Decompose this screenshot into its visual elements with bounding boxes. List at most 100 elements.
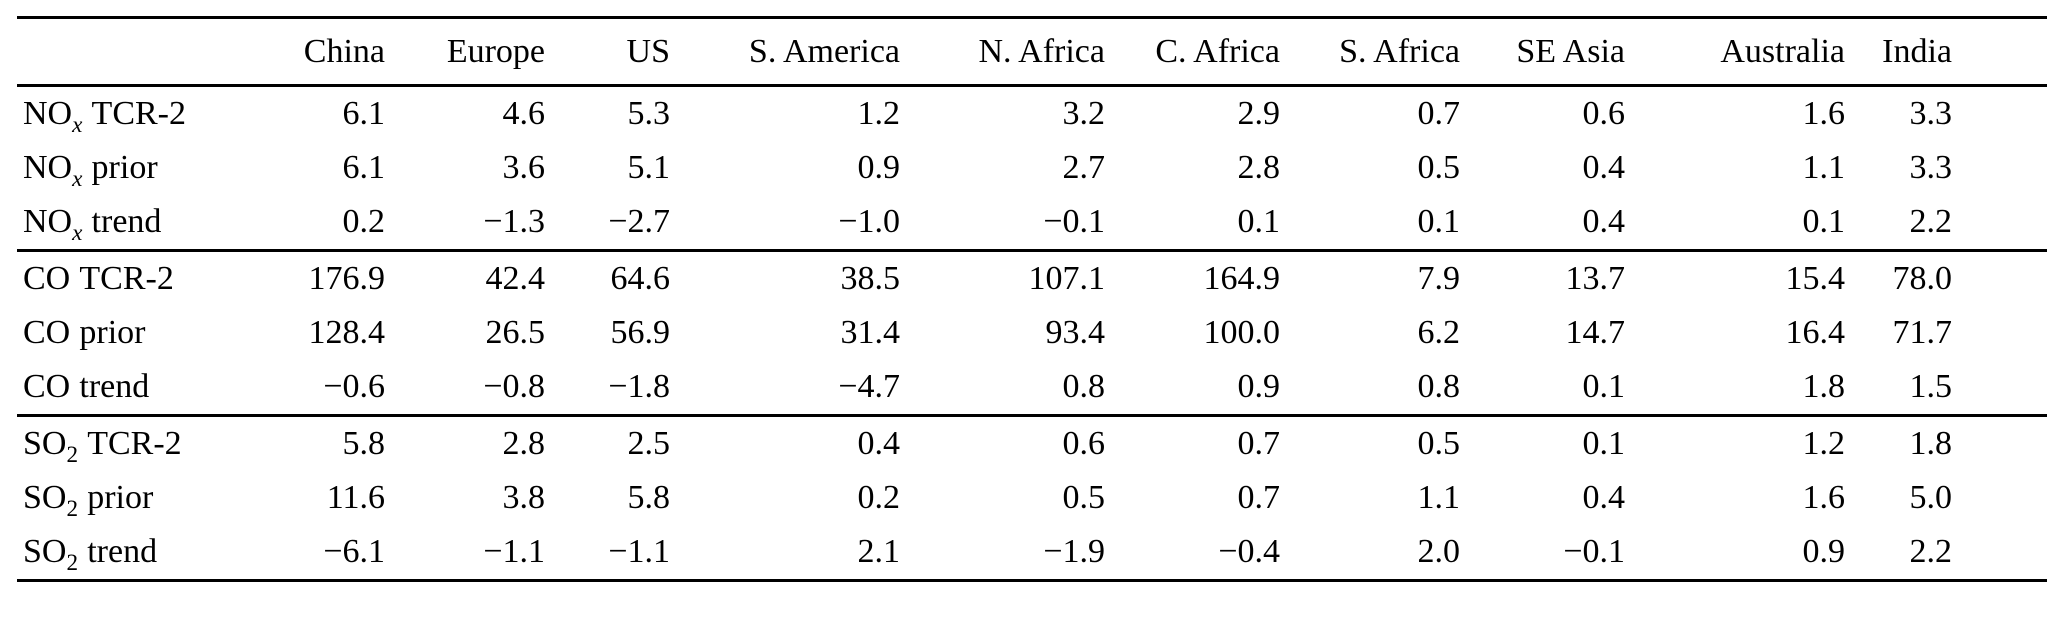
- value-cell: 1.6: [1802, 479, 1846, 516]
- value-cell: 15.4: [1785, 259, 1846, 297]
- value-cell: 5.8: [627, 479, 671, 516]
- value-cell: −1.8: [608, 368, 670, 406]
- row-label-suffix: trend: [87, 533, 158, 571]
- value-cell: 0.6: [1582, 94, 1626, 132]
- value-cell: 2.2: [1909, 533, 1953, 571]
- value-cell: 2.8: [1237, 149, 1281, 186]
- row-label: SO2 trend: [17, 526, 257, 581]
- value-cell: 0.4: [1582, 203, 1626, 241]
- value-cell: 93.4: [1045, 314, 1106, 351]
- table-row: CO prior 128.4 26.5 56.9 31.4 93.4 100.0 6.2 14.7…: [17, 306, 2047, 361]
- value-cell: −1.1: [608, 533, 670, 571]
- value-cell: 2.7: [1062, 149, 1106, 186]
- species-name: NO: [23, 94, 73, 132]
- value-cell: −2.7: [608, 203, 670, 241]
- value-cell: −4.7: [838, 368, 900, 406]
- value-cell: 5.1: [627, 149, 671, 186]
- column-header: Australia: [1720, 32, 1845, 70]
- row-label-suffix: prior: [87, 479, 154, 516]
- value-cell: 128.4: [308, 314, 386, 351]
- column-header: China: [303, 32, 385, 70]
- value-cell: 4.6: [502, 94, 546, 132]
- species-name: SO: [23, 479, 67, 516]
- value-cell: 6.1: [342, 149, 386, 186]
- species-name: CO: [23, 259, 71, 297]
- value-cell: 0.4: [1582, 479, 1626, 516]
- value-cell: 13.7: [1565, 259, 1626, 297]
- row-label: CO TCR-2: [17, 251, 257, 306]
- value-cell: 5.3: [627, 94, 671, 132]
- value-cell: 3.6: [502, 149, 546, 186]
- species-subscript: 2: [66, 550, 79, 577]
- value-cell: 0.8: [1062, 368, 1106, 406]
- row-label-suffix: TCR-2: [91, 94, 186, 132]
- row-label-suffix: TCR-2: [87, 424, 182, 462]
- species-name: NO: [23, 149, 73, 186]
- value-cell: 164.9: [1203, 259, 1281, 297]
- value-cell: 107.1: [1028, 259, 1106, 297]
- value-cell: 78.0: [1892, 259, 1953, 297]
- column-header: S. Africa: [1339, 32, 1460, 70]
- value-cell: 3.3: [1909, 94, 1953, 132]
- value-cell: 0.7: [1237, 479, 1281, 516]
- value-cell: 1.6: [1802, 94, 1846, 132]
- row-label: SO2 TCR-2: [17, 416, 257, 471]
- row-label: SO2 prior: [17, 471, 257, 526]
- column-header: S. America: [748, 32, 900, 70]
- value-cell: 0.9: [857, 149, 901, 186]
- value-cell: 14.7: [1565, 314, 1626, 351]
- value-cell: 0.6: [1062, 424, 1106, 462]
- value-cell: 5.8: [342, 424, 386, 462]
- value-cell: 1.2: [1802, 424, 1846, 462]
- value-cell: 42.4: [485, 259, 546, 297]
- value-cell: 0.1: [1582, 424, 1626, 462]
- value-cell: 0.7: [1417, 94, 1461, 132]
- value-cell: 5.0: [1909, 479, 1953, 516]
- value-cell: 7.9: [1417, 259, 1461, 297]
- species-subscript: 2: [66, 495, 79, 522]
- value-cell: 0.5: [1062, 479, 1106, 516]
- value-cell: 71.7: [1892, 314, 1953, 351]
- row-label: NOx prior: [17, 141, 257, 196]
- value-cell: 176.9: [308, 259, 386, 297]
- value-cell: 0.9: [1802, 533, 1846, 571]
- value-cell: 1.8: [1909, 424, 1953, 462]
- table-row: CO TCR-2 176.9 42.4 64.6 38.5 107.1 164.9 7.9 13.…: [17, 251, 2047, 306]
- value-cell: −0.8: [483, 368, 545, 406]
- species-name: SO: [23, 424, 67, 462]
- species-subscript: 2: [66, 441, 79, 468]
- value-cell: 0.4: [1582, 149, 1626, 186]
- value-cell: −6.1: [323, 533, 385, 571]
- row-group: SO2 TCR-2 5.8 2.8 2.5 0.4 0.6 0.7 0.5 0.1 1.2 1.8 SO…: [17, 415, 2047, 581]
- species-name: CO: [23, 368, 71, 406]
- value-cell: 2.2: [1909, 203, 1953, 241]
- value-cell: 3.2: [1062, 94, 1106, 132]
- column-header: SE Asia: [1516, 32, 1625, 70]
- species-name: CO: [23, 314, 71, 351]
- row-label-suffix: trend: [79, 368, 150, 406]
- corner-cell: [17, 18, 257, 86]
- row-group: CO TCR-2 176.9 42.4 64.6 38.5 107.1 164.9 7.9 13.…: [17, 250, 2047, 416]
- row-label: NOx TCR-2: [17, 86, 257, 141]
- species-subscript: x: [72, 165, 83, 192]
- value-cell: 31.4: [840, 314, 901, 351]
- row-label: NOx trend: [17, 196, 257, 251]
- table-row: SO2 prior 11.6 3.8 5.8 0.2 0.5 0.7 1.1 0.4 1.6 5.0: [17, 471, 2047, 526]
- table-row: NOx TCR-2 6.1 4.6 5.3 1.2 3.2 2.9 0.7 0.6 1.6 3.3: [17, 86, 2047, 141]
- row-group: NOx TCR-2 6.1 4.6 5.3 1.2 3.2 2.9 0.7 0.6 1.6 3.3 NO…: [17, 85, 2047, 251]
- value-cell: 2.9: [1237, 94, 1281, 132]
- value-cell: 0.1: [1237, 203, 1281, 241]
- value-cell: 38.5: [840, 259, 901, 297]
- value-cell: −1.9: [1043, 533, 1105, 571]
- value-cell: −1.1: [483, 533, 545, 571]
- header-row: China Europe US S. America N. Africa C. Afric…: [17, 18, 2047, 86]
- table-row: NOx trend 0.2 −1.3 −2.7 −1.0 −0.1 0.1 0.1 0.4 0.1 2…: [17, 196, 2047, 251]
- row-label-suffix: prior: [79, 314, 146, 351]
- value-cell: 3.3: [1909, 149, 1953, 186]
- value-cell: 11.6: [326, 479, 385, 516]
- value-cell: 2.8: [502, 424, 546, 462]
- value-cell: −1.0: [838, 203, 900, 241]
- value-cell: 64.6: [610, 259, 671, 297]
- value-cell: 0.8: [1417, 368, 1461, 406]
- table-row: SO2 trend −6.1 −1.1 −1.1 2.1 −1.9 −0.4 2.0 −0.1 0.…: [17, 526, 2047, 581]
